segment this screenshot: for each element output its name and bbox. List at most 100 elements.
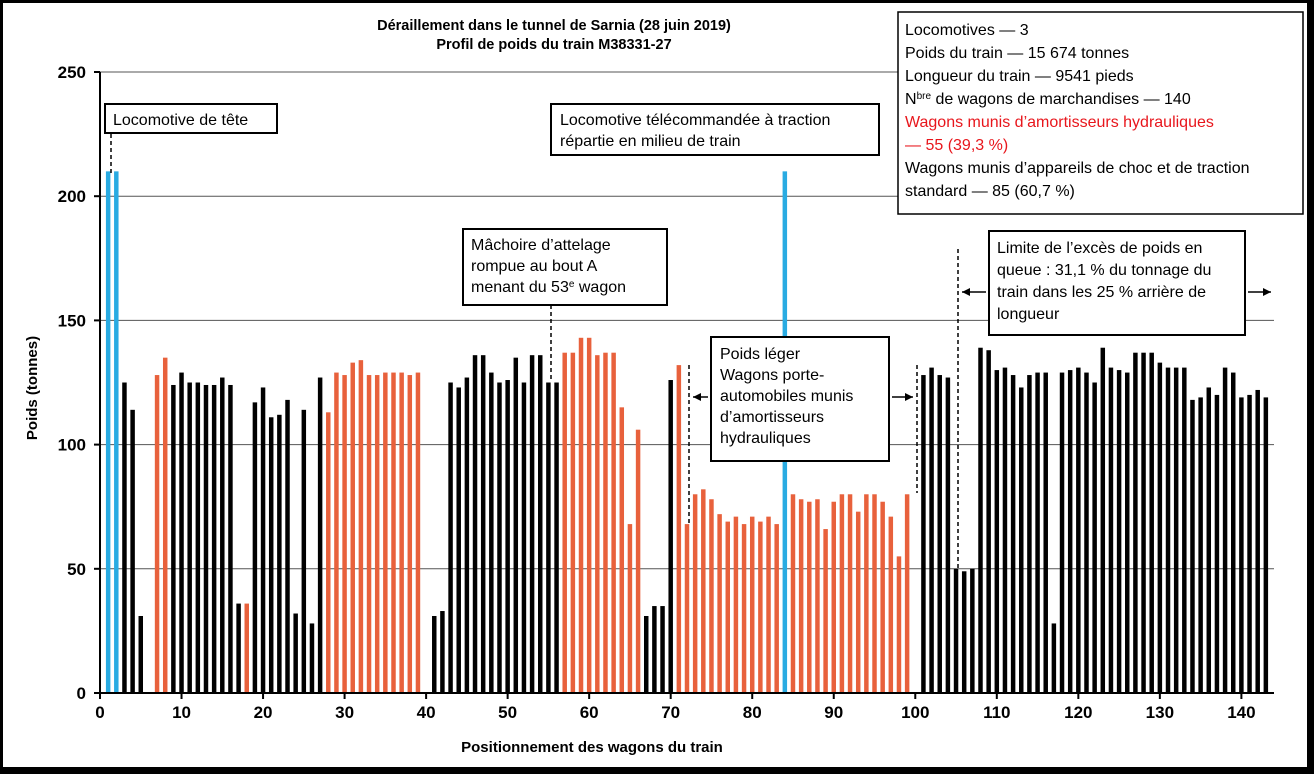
info-length: Longueur du train — 9541 pieds [905, 68, 1134, 85]
x-tick-label: 140 [1227, 703, 1255, 722]
arrow-right-head [905, 393, 913, 401]
bar [293, 613, 298, 693]
bar [945, 377, 951, 693]
x-tick-label: 60 [580, 703, 599, 722]
bar [1214, 394, 1220, 693]
bar [130, 409, 135, 693]
bar [472, 355, 478, 693]
annotation-text-line-4: longueur [997, 306, 1060, 323]
annotation-box [104, 103, 278, 134]
bar [383, 372, 388, 693]
bar [1206, 387, 1212, 693]
bar [489, 372, 494, 693]
bar [546, 382, 551, 693]
bar [399, 372, 404, 693]
annotation-text-line-2: Wagons porte- [720, 367, 824, 384]
arrow-right-head [1263, 288, 1271, 296]
bar [741, 524, 747, 693]
x-tick-label: 30 [335, 703, 354, 722]
bar [961, 571, 967, 693]
annotation-text-line-2: rompue au bout A [471, 258, 598, 275]
bar [432, 615, 437, 693]
bar [839, 494, 845, 693]
bar [1149, 352, 1154, 693]
bar [1133, 352, 1138, 693]
bar [529, 355, 535, 693]
bar [1141, 352, 1146, 693]
bar [570, 352, 576, 693]
bar [179, 372, 184, 693]
bar [970, 568, 975, 693]
x-tick-label: 110 [983, 703, 1010, 722]
bar [358, 360, 364, 693]
arrow-left-head [693, 393, 701, 401]
bar [586, 337, 592, 693]
bar [978, 347, 983, 693]
bar [244, 603, 249, 693]
bar [1263, 397, 1269, 693]
annotation-broken-knuckle: Mâchoire d’attelage rompue au bout A men… [462, 228, 668, 381]
x-axis-label: Positionnement des wagons du train [461, 739, 723, 756]
bar [758, 521, 763, 693]
bar [342, 375, 347, 693]
y-tick-label: 200 [58, 187, 86, 206]
bar [798, 499, 804, 693]
bar [326, 412, 331, 693]
info-standard-line-1: Wagons munis d’appareils de choc et de t… [905, 160, 1249, 177]
bar [317, 377, 323, 693]
bar [521, 382, 527, 693]
x-tick-label: 20 [254, 703, 273, 722]
info-weight: Poids du train — 15 674 tonnes [905, 45, 1129, 62]
bar [603, 352, 608, 693]
bar [864, 494, 869, 693]
bar [366, 375, 372, 693]
bar [268, 417, 274, 693]
bar [684, 524, 690, 693]
chart-title-line-1: Déraillement dans le tunnel de Sarnia (2… [377, 18, 731, 34]
bar [171, 384, 176, 693]
bar [807, 501, 812, 693]
bar [195, 382, 201, 693]
bar [888, 516, 894, 693]
bar [1035, 372, 1040, 693]
bar [994, 370, 1000, 693]
bar [1239, 397, 1244, 693]
x-tick-label: 50 [498, 703, 517, 722]
bar [350, 362, 355, 693]
bar [562, 352, 567, 693]
bar [1067, 370, 1073, 693]
bar [1108, 367, 1114, 693]
bar [260, 387, 266, 693]
bar [187, 382, 192, 693]
bar [986, 350, 991, 693]
bar [635, 429, 641, 693]
bar [236, 603, 241, 693]
bar [1247, 394, 1252, 693]
bar [105, 171, 111, 694]
annotation-text-line-2: queue : 31,1 % du tonnage du [997, 262, 1211, 279]
bar [953, 568, 959, 693]
annotation-text-line-3: automobiles munis [720, 388, 853, 405]
bar [619, 407, 625, 693]
x-tick-label: 10 [172, 703, 191, 722]
bar [374, 375, 380, 693]
x-tick-label: 130 [1146, 703, 1174, 722]
x-tick-labels: 0 10 20 30 40 50 60 70 80 90 100 110 120 130 140 [95, 703, 1255, 722]
bar [1173, 367, 1179, 693]
bar [855, 511, 861, 693]
bar [749, 516, 755, 693]
y-tick-label: 150 [58, 311, 86, 330]
bar [1027, 375, 1032, 693]
bar [717, 514, 722, 693]
bar [774, 524, 779, 693]
annotation-box [988, 230, 1246, 336]
y-tick-labels: 0 50 100 150 200 250 [58, 63, 86, 703]
annotation-box [710, 336, 890, 462]
x-tick-label: 120 [1064, 703, 1092, 722]
axes [94, 71, 1274, 699]
bar [1255, 389, 1260, 693]
bar [513, 357, 519, 693]
bar [228, 384, 233, 693]
bar [1230, 372, 1236, 693]
bar [309, 623, 315, 693]
